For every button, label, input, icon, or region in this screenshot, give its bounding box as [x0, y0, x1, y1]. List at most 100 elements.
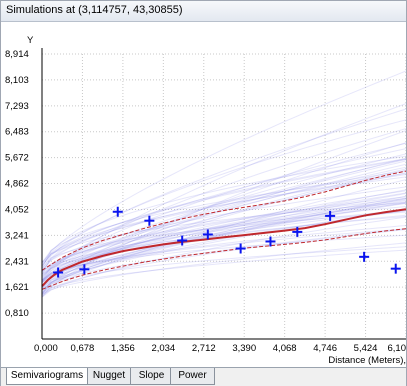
- simulation-curve: [41, 148, 406, 272]
- x-tick-label: 2,712: [192, 343, 216, 354]
- y-tick-label: 8,103: [5, 75, 29, 86]
- simulation-curve: [41, 234, 406, 282]
- empirical-point: [53, 267, 64, 278]
- simulation-curve: [41, 198, 406, 281]
- y-tick-label: 7,293: [5, 101, 29, 112]
- simulation-curve: [41, 172, 406, 284]
- simulation-curve: [41, 173, 406, 264]
- simulation-curve: [41, 142, 406, 289]
- simulation-curve: [41, 246, 406, 293]
- x-tick-label: 2,034: [151, 343, 175, 354]
- x-tick-label: 1,356: [111, 343, 135, 354]
- simulation-curve: [41, 202, 406, 292]
- empirical-point: [202, 229, 213, 240]
- empirical-point: [177, 235, 188, 246]
- y-tick-label: 0,810: [5, 308, 29, 319]
- chart-axes: 0,810 1,621 2,431 3,241 4,052 4,862 5,672 6,483…: [5, 48, 406, 354]
- simulation-curve: [41, 198, 406, 290]
- simulation-curve: [41, 225, 406, 281]
- empirical-point: [292, 226, 303, 237]
- x-tick-label: 0,678: [71, 343, 95, 354]
- simulation-curve: [41, 242, 406, 296]
- simulation-curve: [41, 206, 406, 275]
- y-tick-label: 4,052: [5, 204, 29, 215]
- empirical-point: [359, 251, 370, 262]
- simulation-curve: [41, 158, 406, 266]
- empirical-point: [144, 215, 155, 226]
- simulation-curve: [41, 158, 406, 284]
- simulation-curve: [41, 158, 406, 275]
- tab-label: Nugget: [92, 370, 126, 381]
- simulation-curve: [41, 249, 406, 295]
- simulation-curve: [41, 190, 406, 295]
- quantile-curve: [41, 170, 406, 271]
- y-tick-label: 5,672: [5, 153, 29, 164]
- simulation-curve: [41, 179, 406, 294]
- empirical-point: [390, 263, 401, 274]
- simulation-curve: [41, 142, 406, 282]
- tab-slope[interactable]: Slope: [130, 368, 173, 385]
- plot-area: [42, 54, 406, 339]
- simulation-curve: [41, 170, 406, 273]
- simulation-curve: [41, 200, 406, 290]
- tab-label: Semivariograms: [10, 370, 84, 381]
- x-tick-label: 4,746: [313, 343, 337, 354]
- simulation-curve: [41, 214, 406, 276]
- y-tick-label: 8,914: [5, 49, 29, 60]
- x-tick-label: 3,390: [232, 343, 256, 354]
- simulation-curve: [41, 199, 406, 290]
- simulation-curve: [41, 192, 406, 283]
- tab-power[interactable]: Power: [170, 368, 215, 385]
- quantile-curve: [41, 228, 406, 290]
- x-axis-label: Distance (Meters),: [328, 355, 406, 366]
- simulation-curve: [41, 195, 406, 291]
- empirical-point: [235, 243, 246, 254]
- simulation-curve: [41, 153, 406, 272]
- empirical-point: [325, 210, 336, 221]
- simulation-curve: [41, 193, 406, 298]
- simulation-curve: [41, 211, 406, 269]
- empirical-points: [53, 206, 401, 278]
- simulation-curve: [41, 157, 406, 294]
- simulation-curve: [41, 166, 406, 277]
- simulation-curve: [41, 108, 406, 263]
- simulation-curve: [41, 128, 406, 281]
- y-axis-label: Y: [27, 35, 34, 46]
- simulation-curve: [41, 202, 406, 282]
- tab-semivariograms[interactable]: Semivariograms: [6, 368, 88, 385]
- y-tick-label: 6,483: [5, 127, 29, 138]
- simulation-curve: [41, 202, 406, 290]
- simulation-curve: [41, 215, 406, 275]
- mean-curve: [41, 208, 406, 287]
- simulation-curve: [41, 155, 406, 269]
- simulation-curve: [41, 216, 406, 298]
- tab-strip: Semivariograms Nugget Slope Power: [1, 367, 406, 386]
- simulation-curve: [41, 228, 406, 288]
- simulation-curve: [41, 228, 406, 281]
- x-tick-label: 5,424: [354, 343, 378, 354]
- chart-grid: [42, 53, 406, 339]
- simulation-curve: [41, 196, 406, 278]
- simulation-curve: [41, 202, 406, 267]
- simulation-curve: [41, 174, 406, 265]
- tab-label: Slope: [138, 370, 165, 381]
- x-tick-label: 0,000: [34, 343, 58, 354]
- tab-nugget[interactable]: Nugget: [85, 368, 133, 385]
- empirical-point: [79, 264, 90, 275]
- y-tick-label: 1,621: [5, 282, 29, 293]
- semivariogram-chart[interactable]: 0,810 1,621 2,431 3,241 4,052 4,862 5,672 6,483…: [1, 22, 406, 366]
- y-tick-label: 2,431: [5, 256, 29, 267]
- window-title: Simulations at (3,114757, 43,30855): [6, 4, 183, 16]
- model-curves: [41, 170, 406, 290]
- simulation-curve: [41, 189, 406, 284]
- simulation-curve: [41, 160, 406, 272]
- x-tick-label: 6,10: [388, 343, 407, 354]
- y-tick-label: 3,241: [5, 230, 29, 241]
- y-tick-label: 4,862: [5, 179, 29, 190]
- simulation-curve: [41, 197, 406, 283]
- simulation-curve: [41, 201, 406, 282]
- tab-label: Power: [178, 370, 207, 381]
- simulation-curve: [41, 103, 406, 282]
- empirical-point: [265, 236, 276, 247]
